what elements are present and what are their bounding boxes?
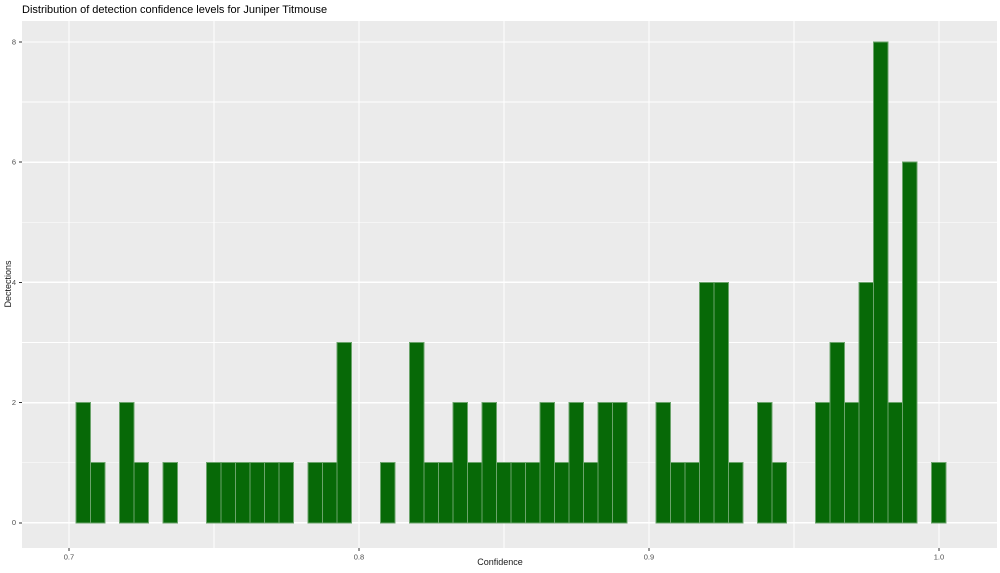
histogram-bar — [931, 462, 947, 524]
y-axis-title: Dectections — [3, 260, 13, 308]
y-tick-label: 6 — [12, 158, 16, 167]
y-tick-label: 8 — [12, 37, 16, 46]
histogram-bar — [873, 41, 889, 524]
histogram-bar — [220, 462, 237, 524]
histogram-bar — [119, 402, 135, 524]
histogram-bar — [887, 402, 904, 524]
histogram-bar — [162, 462, 179, 524]
histogram-bar — [539, 402, 556, 524]
histogram-bar — [583, 462, 599, 524]
histogram-bar — [278, 462, 295, 524]
histogram-bar — [684, 462, 701, 524]
histogram-bar — [307, 462, 324, 524]
histogram-bar — [423, 462, 440, 524]
y-tick-label: 2 — [12, 398, 16, 407]
histogram-bar — [670, 462, 686, 524]
histogram-bar — [467, 462, 483, 524]
histogram-bar — [554, 462, 570, 524]
histogram-bar — [380, 462, 396, 524]
histogram-bar — [829, 341, 846, 524]
histogram-bar — [264, 462, 280, 524]
histogram-bar — [409, 341, 425, 524]
histogram-bar — [90, 462, 106, 524]
histogram-bar — [612, 402, 628, 524]
x-axis-title: Confidence — [477, 557, 523, 567]
histogram-bar — [75, 402, 92, 524]
x-tick-label: 0.9 — [644, 553, 654, 562]
histogram-bar — [757, 402, 773, 524]
x-tick-label: 1.0 — [934, 553, 944, 562]
histogram-bar — [699, 281, 715, 524]
histogram-bar — [249, 462, 266, 524]
y-tick-label: 0 — [12, 518, 16, 527]
histogram-bar — [496, 462, 512, 524]
x-tick-label: 0.8 — [354, 553, 364, 562]
histogram-bar — [728, 462, 744, 524]
histogram-bar — [510, 462, 527, 524]
histogram-bar — [713, 281, 730, 524]
histogram-bar — [322, 462, 338, 524]
histogram-bar — [481, 402, 498, 524]
y-tick-label: 4 — [12, 278, 16, 287]
histogram-bar — [597, 402, 614, 524]
histogram-bar — [438, 462, 454, 524]
histogram-bar — [655, 402, 672, 524]
histogram-bar — [133, 462, 150, 524]
x-tick-label: 0.7 — [64, 553, 74, 562]
histogram-bar — [858, 281, 875, 524]
histogram-bar — [902, 161, 918, 524]
histogram-bar — [452, 402, 469, 524]
histogram-bar — [815, 402, 831, 524]
histogram-bar — [336, 341, 353, 524]
histogram-bar — [525, 462, 541, 524]
chart-title: Distribution of detection confidence lev… — [22, 4, 328, 16]
histogram-bar — [771, 462, 788, 524]
histogram-bar — [844, 402, 860, 524]
histogram-bar — [235, 462, 251, 524]
histogram-bar — [206, 462, 222, 524]
histogram-bar — [568, 402, 585, 524]
